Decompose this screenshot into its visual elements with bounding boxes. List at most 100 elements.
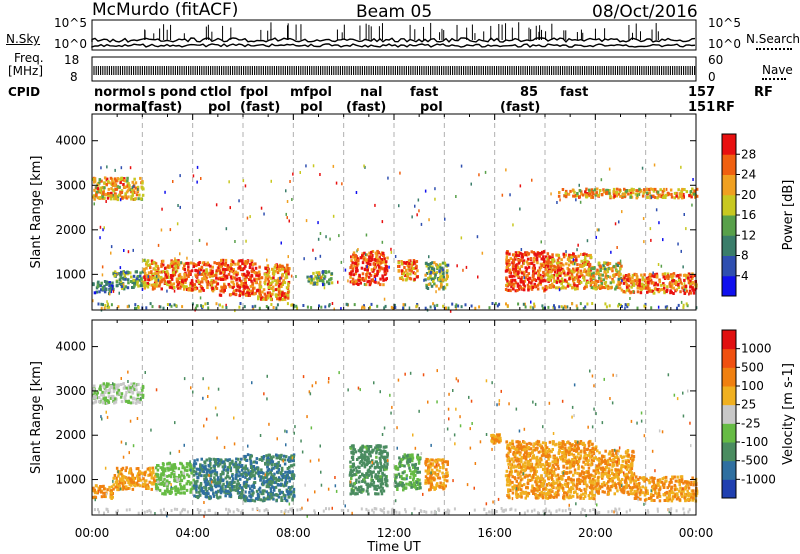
data-cell bbox=[620, 264, 623, 268]
data-cell bbox=[93, 179, 97, 183]
data-cell bbox=[247, 292, 251, 295]
speckle bbox=[550, 192, 552, 196]
data-cell bbox=[135, 481, 139, 485]
data-cell bbox=[208, 497, 211, 501]
data-cell bbox=[143, 471, 146, 475]
data-cell bbox=[596, 268, 599, 272]
data-cell bbox=[202, 288, 205, 292]
speckle bbox=[338, 234, 340, 238]
data-cell bbox=[349, 446, 353, 450]
data-cell bbox=[506, 259, 509, 263]
data-cell bbox=[159, 478, 162, 482]
data-cell bbox=[251, 498, 254, 502]
data-cell bbox=[193, 283, 197, 287]
data-cell bbox=[234, 476, 238, 480]
data-cell bbox=[189, 464, 193, 468]
data-cell bbox=[267, 280, 271, 284]
speckle bbox=[434, 197, 436, 201]
data-cell bbox=[367, 483, 370, 487]
data-cell bbox=[245, 293, 248, 297]
data-cell bbox=[669, 291, 672, 295]
data-cell bbox=[141, 185, 144, 189]
data-cell bbox=[377, 479, 381, 483]
data-cell bbox=[587, 273, 591, 277]
data-cell bbox=[215, 490, 218, 494]
data-cell bbox=[592, 192, 595, 196]
data-cell bbox=[365, 475, 368, 479]
data-cell bbox=[220, 276, 224, 280]
speckle bbox=[692, 178, 694, 181]
data-cell bbox=[286, 294, 290, 297]
data-cell bbox=[137, 479, 140, 483]
data-cell bbox=[679, 273, 682, 277]
data-cell bbox=[664, 275, 667, 279]
data-cell bbox=[116, 488, 119, 492]
data-cell bbox=[292, 453, 296, 457]
data-cell bbox=[377, 465, 381, 469]
data-cell bbox=[251, 287, 255, 291]
data-cell bbox=[194, 287, 197, 291]
data-cell bbox=[187, 474, 191, 478]
data-cell bbox=[639, 291, 643, 295]
speckle bbox=[102, 303, 104, 307]
data-cell bbox=[379, 468, 383, 471]
data-cell bbox=[197, 486, 201, 490]
data-cell bbox=[291, 470, 294, 474]
data-cell bbox=[288, 465, 291, 469]
data-cell bbox=[379, 277, 382, 281]
speckle bbox=[434, 306, 436, 310]
data-cell bbox=[653, 283, 656, 287]
data-cell bbox=[578, 195, 581, 199]
data-cell bbox=[249, 289, 252, 293]
mode-label: ctlol bbox=[200, 85, 232, 100]
data-cell bbox=[599, 287, 602, 290]
data-cell bbox=[135, 467, 139, 471]
data-cell bbox=[135, 277, 139, 281]
speckle bbox=[481, 251, 484, 255]
data-cell bbox=[179, 491, 182, 495]
data-cell bbox=[192, 484, 196, 488]
data-cell bbox=[619, 272, 622, 276]
data-cell bbox=[629, 279, 633, 283]
data-cell bbox=[625, 285, 629, 289]
data-cell bbox=[235, 282, 239, 286]
data-cell bbox=[105, 182, 108, 186]
data-cell bbox=[130, 275, 133, 279]
data-cell bbox=[386, 462, 389, 466]
data-cell bbox=[585, 273, 589, 277]
data-cell bbox=[102, 191, 105, 195]
data-cell bbox=[537, 272, 541, 276]
data-cell bbox=[173, 479, 177, 483]
data-cell bbox=[248, 278, 251, 281]
data-cell bbox=[97, 183, 100, 187]
data-cell bbox=[210, 281, 213, 285]
data-cell bbox=[349, 275, 352, 279]
data-cell bbox=[366, 262, 370, 266]
data-cell bbox=[663, 289, 666, 293]
data-cell bbox=[139, 176, 142, 180]
data-cell bbox=[555, 253, 558, 257]
data-cell bbox=[244, 475, 247, 479]
data-cell bbox=[149, 266, 152, 270]
data-cell bbox=[400, 262, 404, 266]
data-cell bbox=[663, 194, 666, 198]
data-cell bbox=[442, 271, 445, 275]
data-cell bbox=[608, 275, 612, 279]
data-cell bbox=[124, 277, 127, 281]
data-cell bbox=[579, 269, 583, 273]
data-cell bbox=[207, 463, 210, 467]
data-cell bbox=[213, 472, 216, 476]
data-cell bbox=[384, 450, 387, 453]
data-cell bbox=[409, 272, 412, 276]
data-cell bbox=[260, 276, 264, 280]
data-cell bbox=[263, 498, 266, 502]
speckle bbox=[225, 227, 228, 231]
data-cell bbox=[511, 253, 515, 257]
data-cell bbox=[277, 277, 280, 281]
data-cell bbox=[592, 267, 595, 271]
data-cell bbox=[570, 254, 573, 257]
data-cell bbox=[164, 281, 167, 285]
data-cell bbox=[651, 281, 655, 285]
speckle bbox=[657, 263, 660, 266]
